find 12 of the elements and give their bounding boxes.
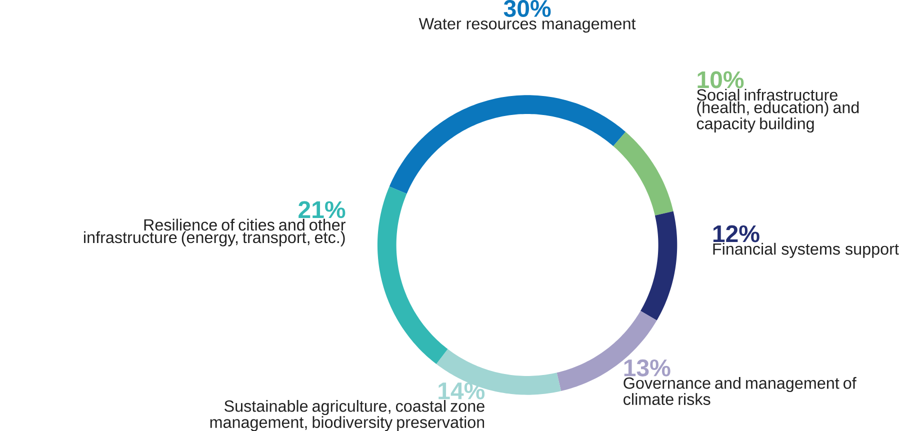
slice-label: Water resources management	[418, 18, 636, 33]
data-label: 21%	[298, 201, 346, 218]
slice-label: Sustainable agriculture, coastal zone management, biodiversity preservation	[210, 400, 484, 431]
slice-label: Social infrastructure (health, education) and capacity building	[696, 88, 859, 132]
data-label: 30%	[504, 0, 551, 17]
data-label: 10%	[698, 71, 744, 88]
data-label: 12%	[713, 225, 760, 242]
data-label: 14%	[438, 382, 485, 400]
slice-label: Financial systems support	[713, 242, 899, 258]
slice-label: Resilience of cities and other infrastructure (energy, transport, etc.)	[84, 218, 346, 246]
data-label: 13%	[624, 359, 670, 376]
slice-label: Governance and management of climate risks	[624, 376, 856, 405]
